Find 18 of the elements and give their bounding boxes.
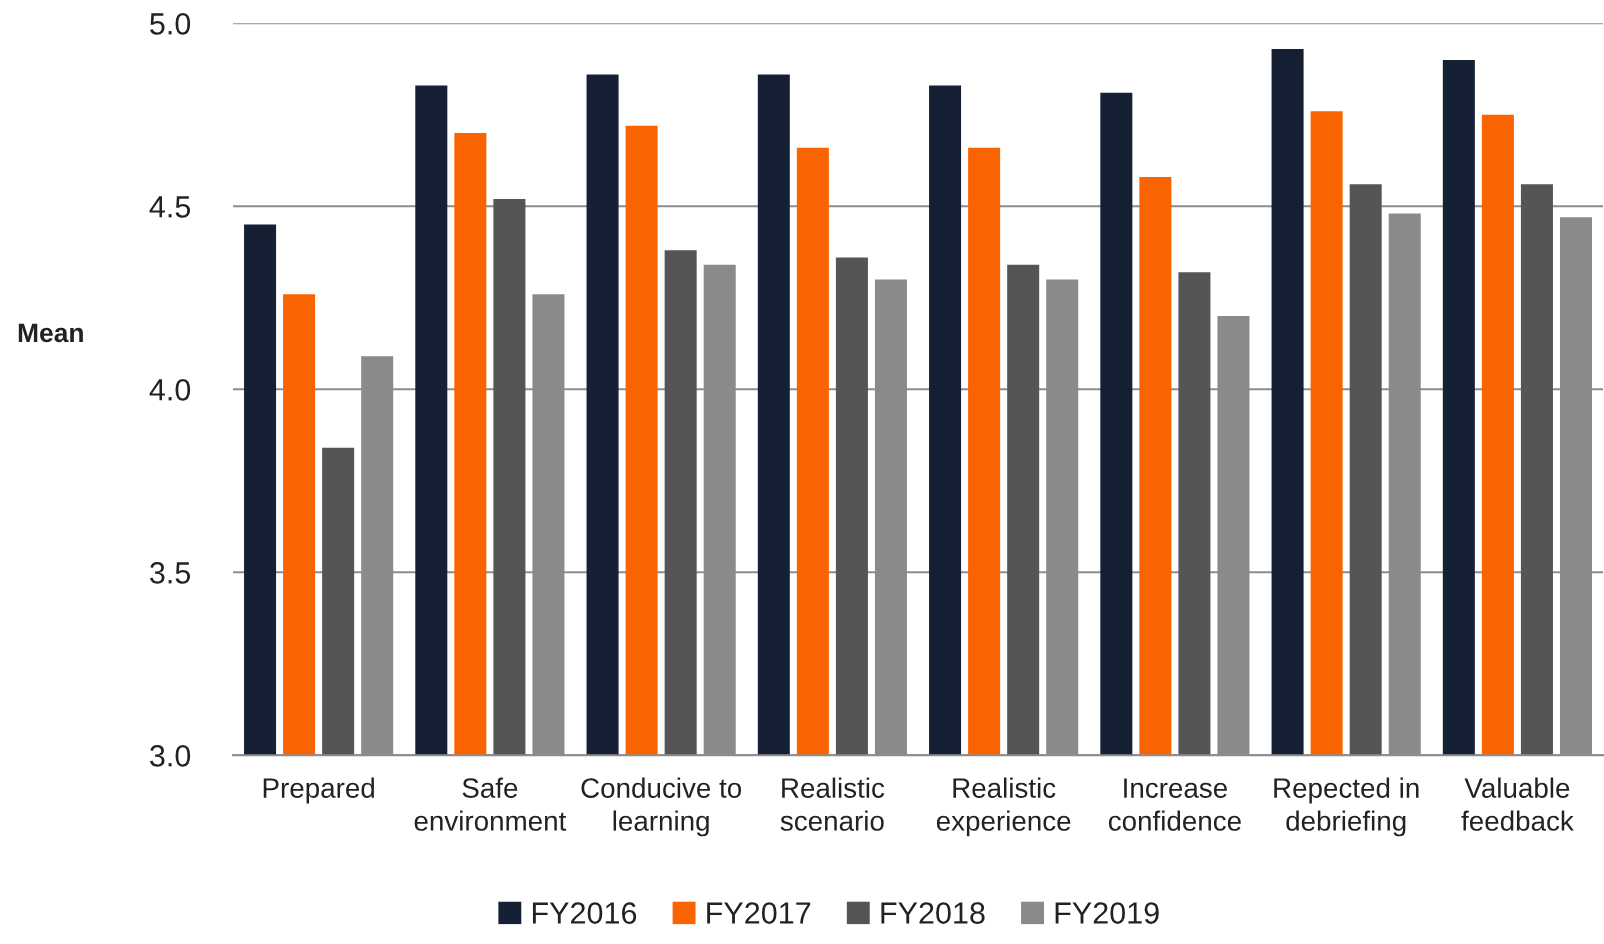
x-tick-label: Prepared [263,777,374,804]
x-tick-label: Valuable feedback [1461,777,1574,831]
x-tick-label: Realistic scenario [780,777,885,831]
y-tick-label: 4.5 [149,196,191,218]
x-tick-label: Repected in debriefing [1274,777,1419,837]
x-tick-label: Conducive to learning [581,777,742,837]
legend-label: FY2019 [1055,902,1159,924]
legend-label: FY2016 [532,902,637,924]
y-tick-label: 3.0 [150,745,191,767]
y-axis-title: Mean [18,323,83,343]
legend-label: FY2018 [881,902,985,924]
x-tick-label: Increase confidence [1108,778,1241,831]
x-tick-label: Realistic experience [936,777,1071,837]
x-tick-label: Safe environment [414,777,567,831]
y-tick-label: 4.0 [149,379,191,401]
legend-label: FY2017 [707,902,811,924]
y-tick-label: 5.0 [150,13,191,35]
y-tick-label: 3.5 [150,562,191,584]
